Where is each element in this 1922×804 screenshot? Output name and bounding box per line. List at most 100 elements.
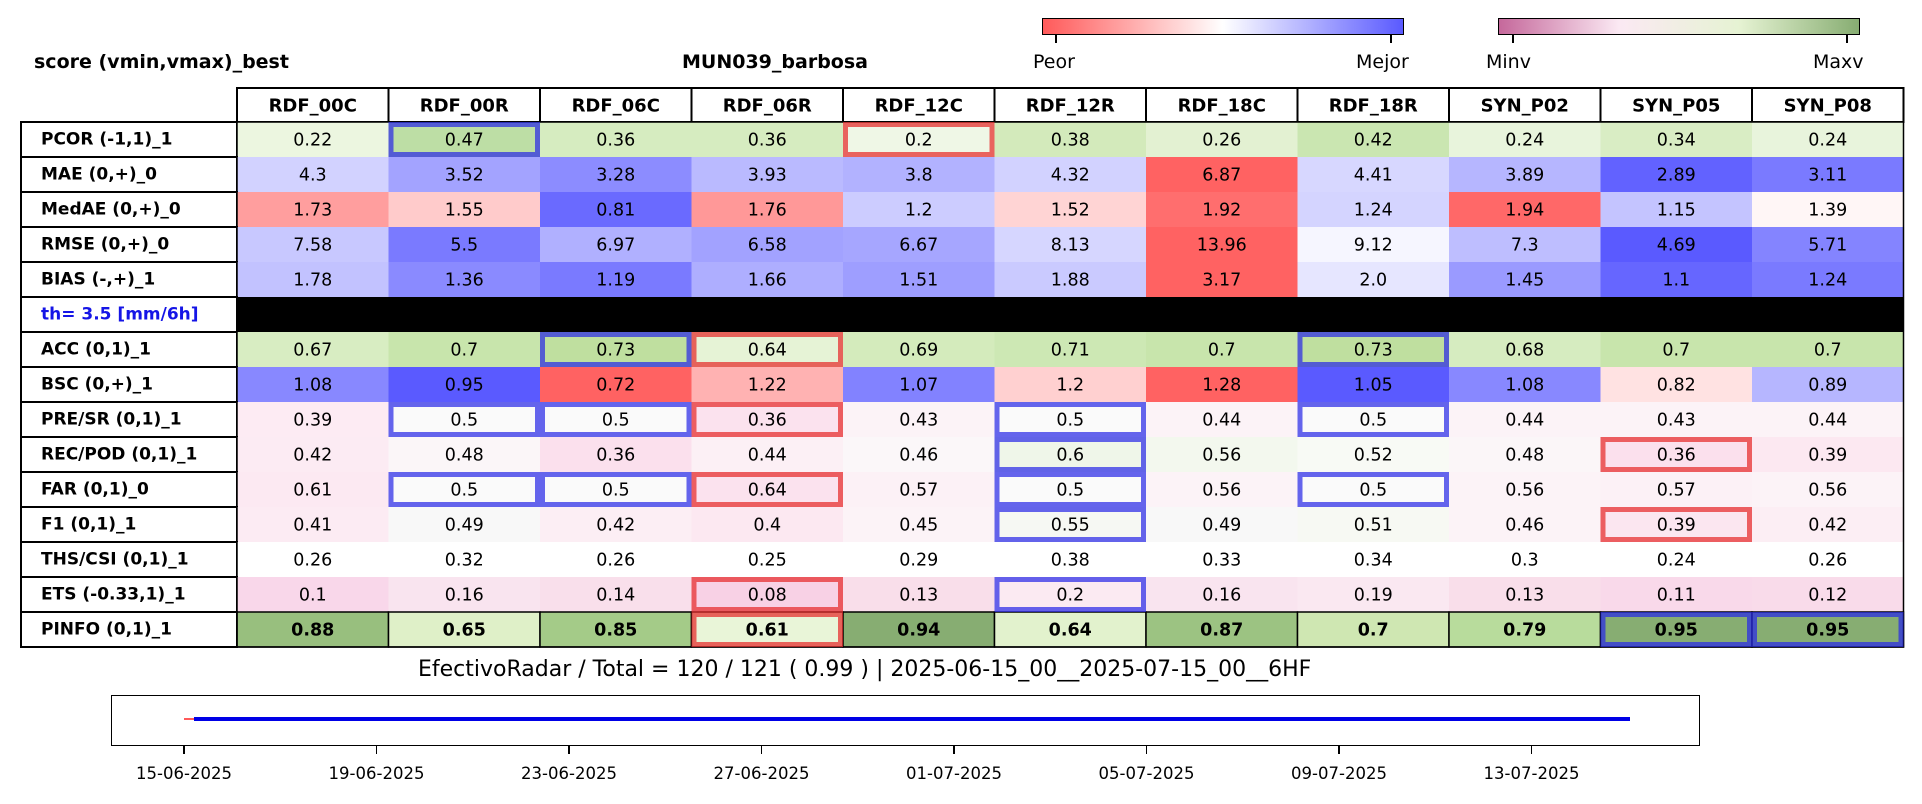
- cell-value: 0.24: [1505, 131, 1544, 151]
- highlight-box: [540, 402, 692, 437]
- table-cell: [540, 472, 692, 507]
- cell-value: 0.7: [1662, 341, 1690, 361]
- cell-value: 0.6: [1056, 446, 1084, 466]
- highlight-box: [691, 577, 843, 612]
- cell-value: 1.24: [1808, 271, 1847, 291]
- row-label: MAE (0,+)_0: [41, 165, 157, 185]
- column-header-label: RDF_00R: [420, 96, 509, 117]
- cell-value: 1.88: [1051, 271, 1090, 291]
- table-cell: [1297, 577, 1449, 612]
- cell-value: 0.4: [753, 516, 781, 536]
- table-cell: [1600, 227, 1752, 262]
- summary-text: EfectivoRadar / Total = 120 / 121 ( 0.99…: [418, 657, 1312, 682]
- table-cell: [1600, 402, 1752, 437]
- row-label-cell: [20, 331, 238, 368]
- table-cell: [237, 262, 389, 297]
- table-cell: [540, 367, 692, 402]
- table-cell: [843, 227, 995, 262]
- timeline-tick: [183, 746, 185, 754]
- row-label: PRE/SR (0,1)_1: [41, 410, 182, 430]
- threshold-label: th= 3.5 [mm/6h]: [41, 305, 199, 325]
- table-cell: [1297, 542, 1449, 577]
- table-cell: [1752, 402, 1904, 437]
- cell-value: 0.82: [1657, 376, 1696, 396]
- cell-value: 5.71: [1808, 236, 1847, 256]
- timeline-tick: [953, 746, 955, 754]
- cell-value: 1.52: [1051, 201, 1090, 221]
- table-cell: [691, 367, 843, 402]
- timeline-tick-label: 05-07-2025: [1098, 764, 1195, 783]
- table-cell: [237, 542, 389, 577]
- table-cell: [691, 472, 843, 507]
- cell-value: 0.3: [1511, 551, 1539, 571]
- cell-value: 1.45: [1505, 271, 1544, 291]
- cell-value: 0.73: [596, 341, 635, 361]
- cell-value: 9.12: [1354, 236, 1393, 256]
- table-cell: [1449, 367, 1601, 402]
- table-cell: [843, 542, 995, 577]
- timeline-tick-label: 27-06-2025: [713, 764, 810, 783]
- table-cell: [691, 192, 843, 227]
- highlight-box: [994, 507, 1146, 542]
- colorbar-tick: [1055, 35, 1057, 43]
- table-cell: [237, 507, 389, 542]
- table-cell: [1600, 122, 1752, 157]
- column-header-cell: [387, 87, 541, 123]
- table-cell: [237, 402, 389, 437]
- table-cell: [1146, 332, 1298, 367]
- row-label: ACC (0,1)_1: [41, 340, 151, 360]
- table-cell: [1752, 437, 1904, 472]
- table-cell: [691, 122, 843, 157]
- table-cell: [1449, 227, 1601, 262]
- cell-value: 0.26: [596, 551, 635, 571]
- highlight-box: [691, 472, 843, 507]
- table-cell: [691, 507, 843, 542]
- cell-value: 0.42: [1808, 516, 1847, 536]
- table-cell: [994, 472, 1146, 507]
- cell-value: 0.34: [1657, 131, 1696, 151]
- highlight-box: [388, 122, 540, 157]
- cell-value: 0.7: [450, 341, 478, 361]
- table-cell: [1752, 122, 1904, 157]
- table-cell: [1752, 542, 1904, 577]
- cell-value: 0.7: [1358, 621, 1389, 641]
- cell-value: 1.19: [596, 271, 635, 291]
- highlight-box: [994, 402, 1146, 437]
- cell-value: 4.41: [1354, 166, 1393, 186]
- cell-value: 0.36: [1657, 446, 1696, 466]
- table-cell: [842, 611, 996, 648]
- table-cell: [1146, 577, 1298, 612]
- cell-value: 0.89: [1808, 376, 1847, 396]
- cell-value: 0.34: [1354, 551, 1393, 571]
- table-cell: [1297, 507, 1449, 542]
- table-cell: [1449, 157, 1601, 192]
- table-cell: [540, 577, 692, 612]
- cell-value: 0.68: [1505, 341, 1544, 361]
- cell-value: 0.39: [1808, 446, 1847, 466]
- cell-value: 1.39: [1808, 201, 1847, 221]
- highlight-box: [1600, 612, 1752, 647]
- cell-value: 0.13: [1505, 586, 1544, 606]
- table-cell: [843, 507, 995, 542]
- cell-value: 0.55: [1051, 516, 1090, 536]
- table-cell: [540, 542, 692, 577]
- cell-value: 2.0: [1359, 271, 1387, 291]
- table-cell: [691, 332, 843, 367]
- table-cell: [994, 122, 1146, 157]
- cell-value: 0.43: [899, 411, 938, 431]
- row-label: PINFO (0,1)_1: [41, 620, 172, 640]
- table-cell: [1599, 611, 1753, 648]
- cell-value: 0.36: [748, 411, 787, 431]
- row-label: ETS (-0.33,1)_1: [41, 585, 186, 605]
- table-cell: [843, 402, 995, 437]
- table-cell: [237, 472, 389, 507]
- legend-minv-label: Minv: [1486, 51, 1531, 73]
- table-cell: [1297, 122, 1449, 157]
- table-cell: [1449, 332, 1601, 367]
- table-cell: [1297, 157, 1449, 192]
- table-cell: [540, 192, 692, 227]
- cell-value: 0.2: [905, 131, 933, 151]
- cell-value: 0.56: [1808, 481, 1847, 501]
- table-cell: [691, 542, 843, 577]
- chart-title-left: score (vmin,vmax)_best: [34, 51, 289, 73]
